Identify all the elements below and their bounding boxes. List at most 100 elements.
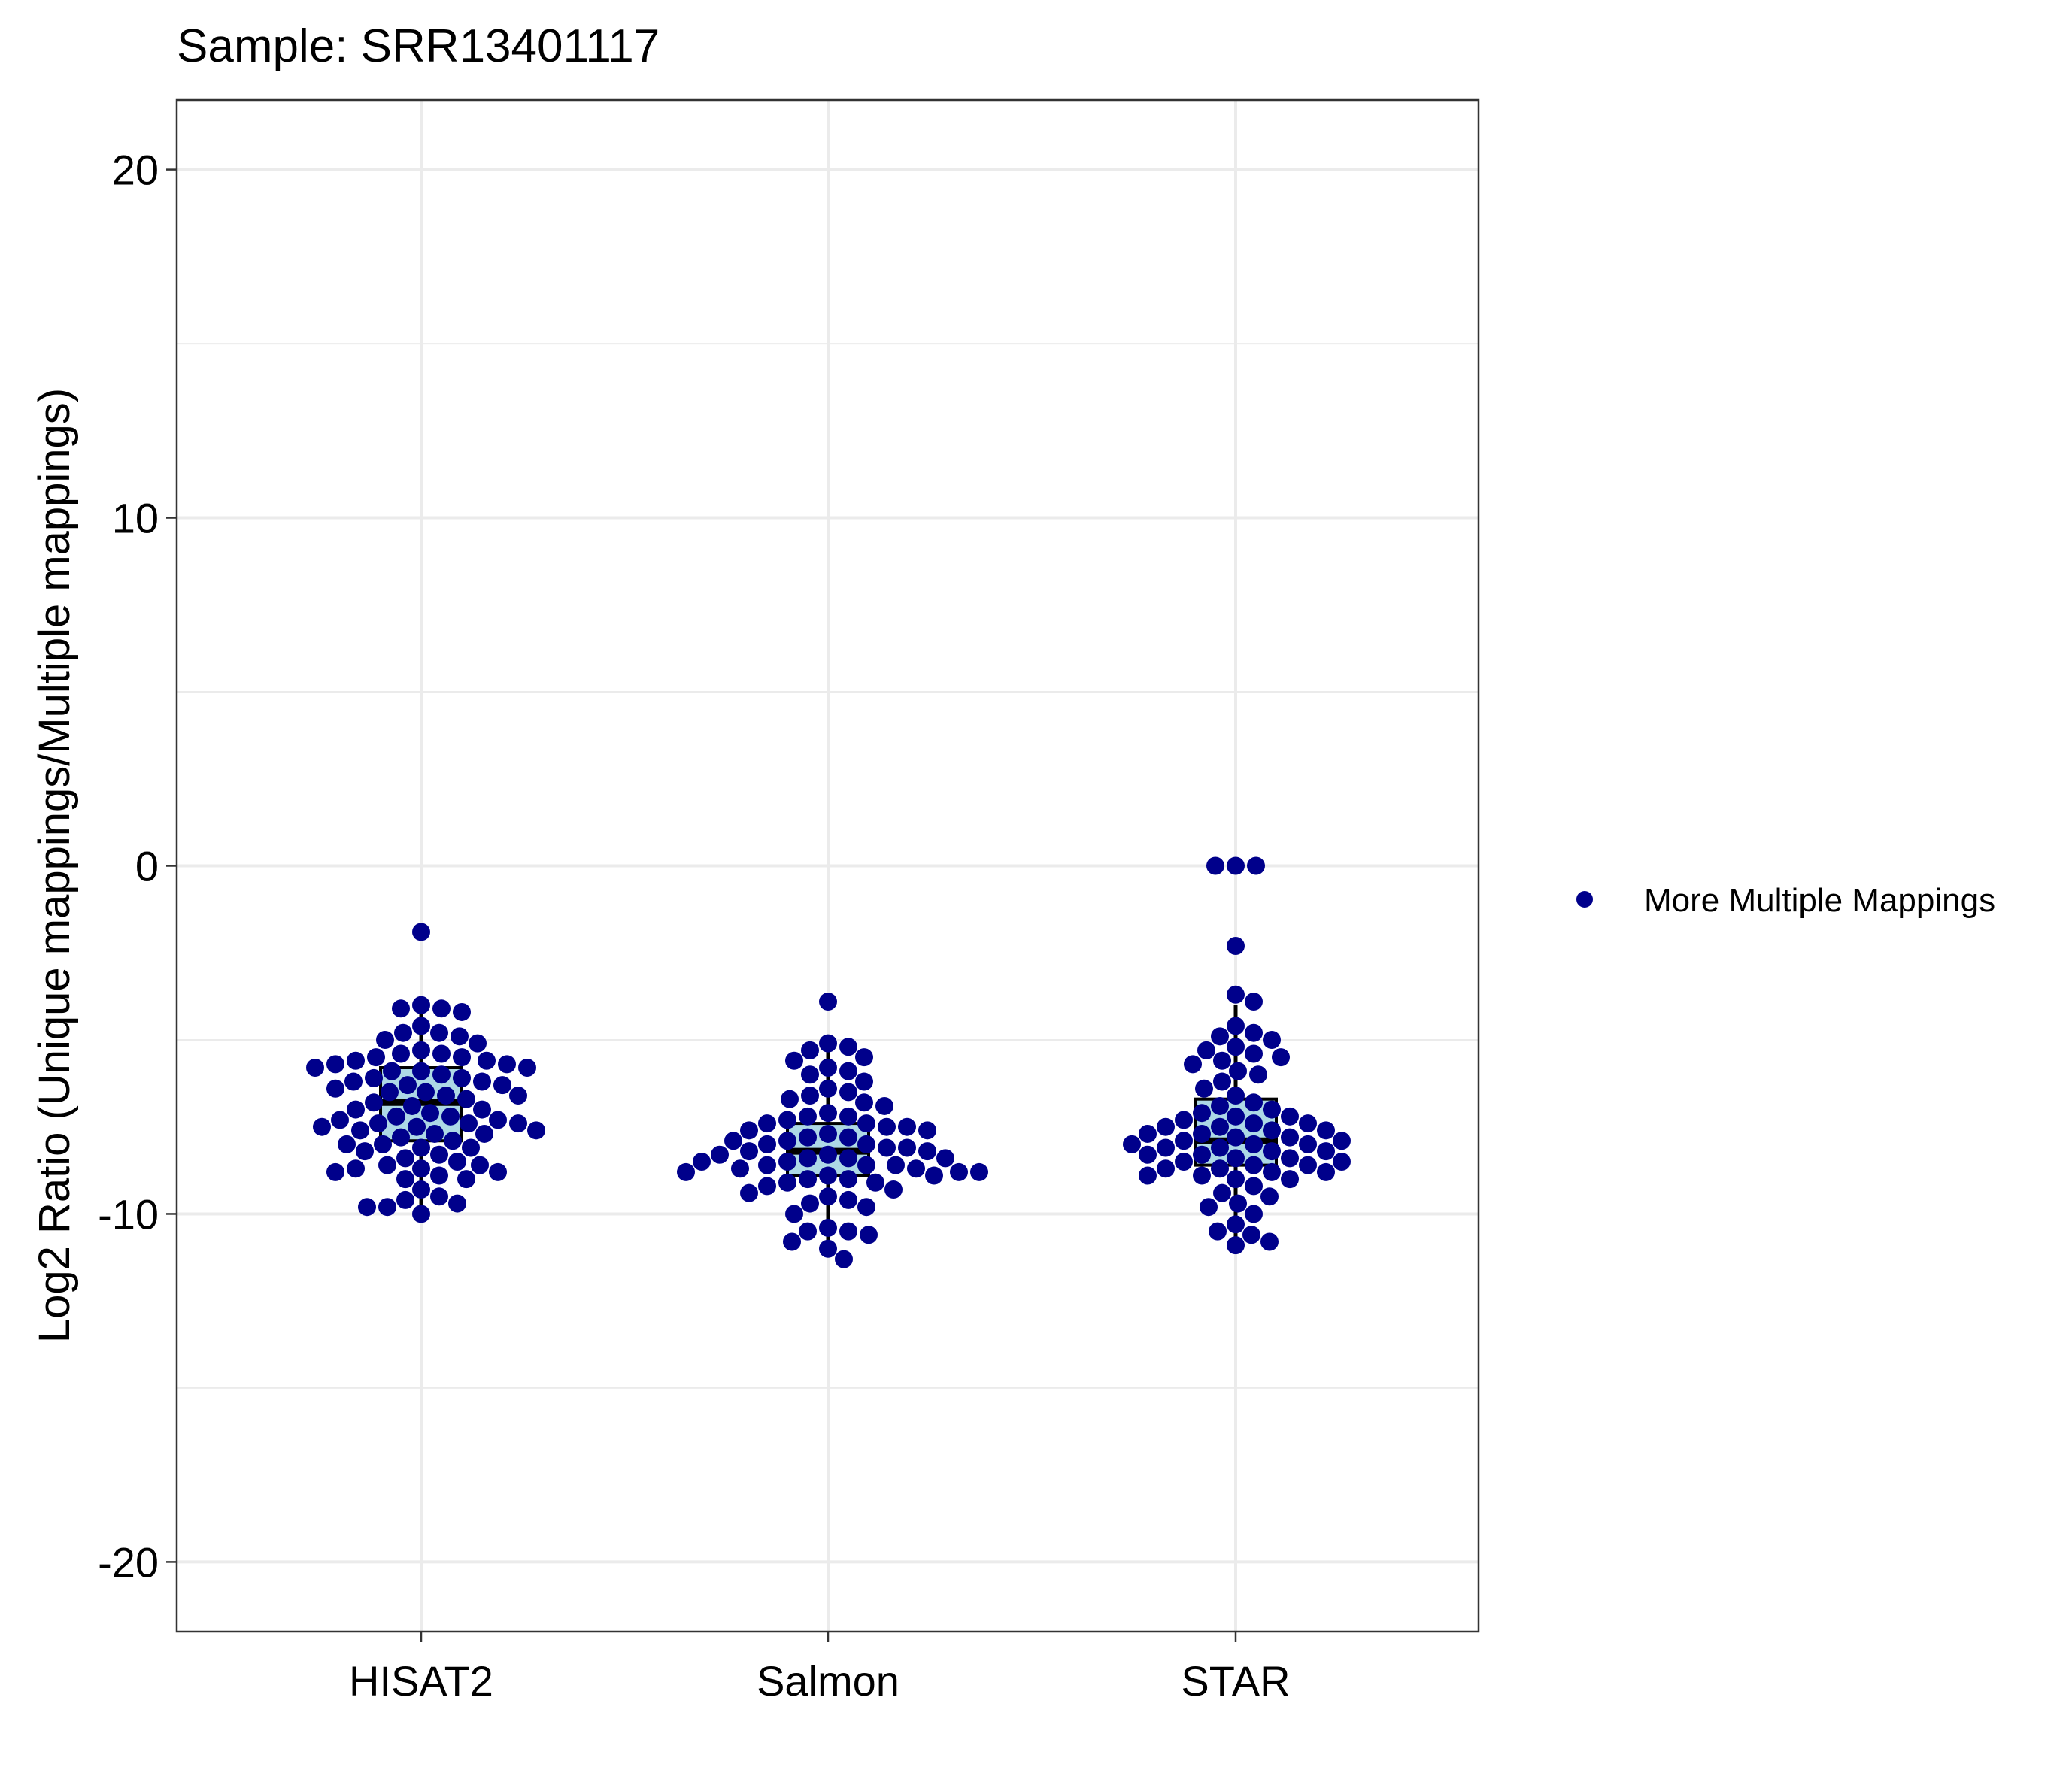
data-point: [326, 1055, 344, 1074]
data-point: [860, 1226, 878, 1244]
data-point: [1227, 1128, 1245, 1147]
data-point: [430, 1145, 448, 1164]
data-point: [378, 1156, 396, 1174]
data-point: [1317, 1162, 1335, 1181]
data-point: [412, 996, 430, 1014]
data-point: [412, 1205, 430, 1223]
data-point: [839, 1062, 857, 1080]
data-point: [417, 1083, 435, 1102]
data-point: [778, 1111, 796, 1129]
data-point: [1157, 1117, 1175, 1136]
data-point: [448, 1194, 466, 1213]
data-point: [358, 1198, 376, 1217]
data-point: [1263, 1030, 1281, 1049]
data-point: [1247, 856, 1265, 875]
data-point: [1157, 1159, 1175, 1178]
data-point: [509, 1087, 527, 1105]
data-point: [839, 1190, 857, 1209]
data-point: [489, 1162, 507, 1181]
data-point: [1211, 1117, 1229, 1136]
data-point: [936, 1149, 954, 1168]
data-point: [1281, 1149, 1299, 1168]
data-point: [432, 999, 451, 1018]
data-point: [412, 1041, 430, 1059]
data-point: [758, 1156, 776, 1174]
data-point: [839, 1107, 857, 1126]
data-point: [412, 1017, 430, 1035]
data-point: [365, 1068, 383, 1087]
legend-key-point: [1576, 891, 1593, 908]
data-point: [839, 1149, 857, 1168]
data-point: [819, 1218, 837, 1237]
data-point: [1184, 1055, 1202, 1074]
data-point: [493, 1076, 511, 1095]
data-point: [1245, 1156, 1263, 1174]
data-point: [1242, 1226, 1260, 1244]
data-point: [1195, 1079, 1213, 1098]
data-point: [839, 1038, 857, 1056]
data-point: [498, 1055, 516, 1074]
data-point: [347, 1159, 365, 1178]
data-point: [1272, 1048, 1290, 1067]
data-point: [338, 1135, 356, 1153]
data-point: [1317, 1121, 1335, 1140]
data-point: [1227, 936, 1245, 955]
data-point: [1211, 1138, 1229, 1157]
data-point: [819, 1187, 837, 1206]
data-point: [473, 1100, 491, 1119]
data-point: [383, 1062, 401, 1080]
data-point: [1213, 1072, 1231, 1091]
data-point: [918, 1121, 936, 1140]
data-point: [326, 1079, 344, 1098]
data-point: [898, 1117, 916, 1136]
data-point: [457, 1090, 475, 1108]
data-point: [430, 1023, 448, 1042]
data-point: [489, 1111, 507, 1129]
legend: More Multiple Mappings: [1576, 882, 1995, 919]
data-point: [1197, 1041, 1215, 1059]
data-point: [392, 999, 410, 1018]
data-point: [457, 1170, 475, 1189]
data-point: [1245, 993, 1263, 1011]
data-point: [1245, 1023, 1263, 1042]
data-point: [907, 1159, 925, 1178]
data-point: [819, 1034, 837, 1053]
data-point: [1139, 1166, 1157, 1185]
data-point: [839, 1083, 857, 1102]
data-point: [432, 1044, 451, 1063]
y-tick-label: 0: [135, 843, 159, 890]
data-point: [1139, 1145, 1157, 1164]
data-point: [898, 1138, 916, 1157]
data-point: [444, 1132, 462, 1150]
data-point: [1245, 1135, 1263, 1153]
data-point: [785, 1051, 803, 1070]
data-point: [1227, 1087, 1245, 1105]
data-point: [857, 1198, 875, 1217]
data-point: [1193, 1104, 1211, 1123]
data-point: [306, 1059, 324, 1077]
data-point: [1211, 1096, 1229, 1115]
data-point: [731, 1159, 749, 1178]
data-point: [778, 1153, 796, 1171]
data-point: [1263, 1121, 1281, 1140]
data-point: [740, 1142, 758, 1161]
plot-panel: [175, 98, 1480, 1633]
y-tick-label: -10: [98, 1190, 159, 1238]
data-point: [527, 1121, 545, 1140]
data-point: [412, 1062, 430, 1080]
data-point: [396, 1149, 414, 1168]
data-point: [453, 1002, 471, 1021]
y-tick-label: 20: [112, 147, 159, 194]
data-point: [426, 1124, 444, 1143]
data-point: [1193, 1166, 1211, 1185]
data-point: [399, 1076, 417, 1095]
data-point: [1227, 856, 1245, 875]
data-point: [1175, 1111, 1193, 1129]
data-point: [1209, 1222, 1227, 1241]
data-point: [430, 1166, 448, 1185]
data-point: [1211, 1027, 1229, 1046]
data-point: [471, 1156, 489, 1174]
data-point: [462, 1138, 480, 1157]
data-point: [839, 1222, 857, 1241]
x-axis: HISAT2 Salmon STAR: [349, 1632, 1291, 1705]
